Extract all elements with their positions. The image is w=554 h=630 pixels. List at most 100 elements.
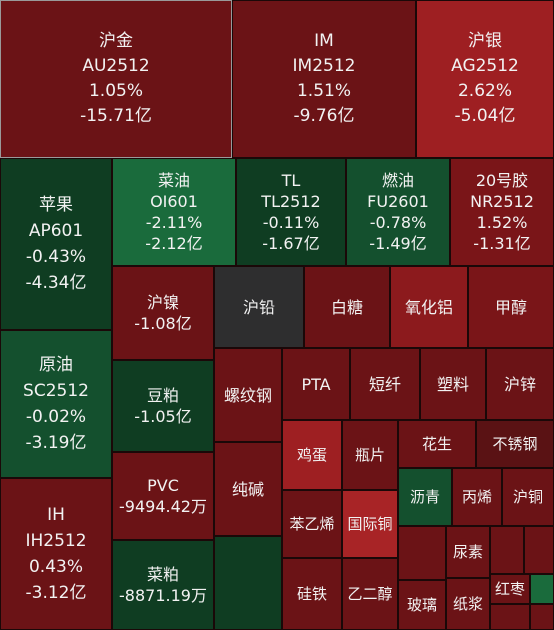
tile-name: 沪锌	[503, 374, 536, 394]
tile-ag[interactable]: 沪银 AG2512 2.62% -5.04亿	[416, 0, 554, 158]
tile-code: OI601	[150, 192, 198, 211]
tile-name: 国际铜	[347, 515, 393, 533]
tile-change: 1.05%	[88, 81, 143, 101]
tile-code: IM2512	[292, 56, 356, 76]
tile-name: 豆粕	[146, 386, 179, 405]
tile-al2o3[interactable]: 氧化铝	[390, 266, 468, 348]
tile-blank5[interactable]	[490, 604, 530, 630]
tile-flow: -1.49亿	[369, 234, 427, 253]
tile-change: -0.02%	[25, 407, 87, 427]
tile-sa[interactable]: 纯碱	[214, 442, 282, 536]
tile-code: AG2512	[451, 56, 519, 76]
tile-name: 纯碱	[231, 479, 264, 499]
tile-pta[interactable]: PTA	[282, 348, 350, 420]
tile-name: 不锈钢	[492, 435, 538, 453]
tile-name: 鸡蛋	[296, 446, 327, 464]
tile-name: 短纤	[368, 374, 401, 394]
tile-rm[interactable]: 菜粕 -8871.19万	[112, 540, 214, 630]
tile-blank4[interactable]	[530, 574, 554, 604]
tile-blank3[interactable]	[524, 526, 554, 574]
tile-cj[interactable]: 红枣	[490, 574, 530, 604]
tile-bc[interactable]: 国际铜	[342, 490, 398, 558]
tile-name: IH	[47, 505, 65, 525]
tile-name: 沪镍	[146, 293, 179, 312]
tile-tl[interactable]: TL TL2512 -0.11% -1.67亿	[236, 158, 346, 266]
tile-flow: -1.67亿	[262, 234, 320, 253]
tile-pf[interactable]: 瓶片	[342, 420, 398, 490]
tile-name: PVC	[147, 476, 179, 495]
tile-change: -0.11%	[262, 213, 320, 232]
tile-name: 白糖	[330, 297, 363, 317]
tile-m[interactable]: 豆粕 -1.05亿	[112, 360, 214, 452]
tile-blank2[interactable]	[490, 526, 524, 574]
tile-blank6[interactable]	[530, 604, 554, 630]
tile-jd[interactable]: 鸡蛋	[282, 420, 342, 490]
tile-name: 塑料	[436, 374, 469, 394]
tile-eg[interactable]: 乙二醇	[342, 558, 398, 630]
tile-change: -0.78%	[369, 213, 427, 232]
tile-name: IM	[314, 31, 334, 51]
tile-code: TL2512	[261, 192, 321, 211]
tile-change: 0.43%	[28, 557, 83, 577]
tile-cu[interactable]: 沪铜	[502, 468, 554, 526]
tile-oi[interactable]: 菜油 OI601 -2.11% -2.12亿	[112, 158, 236, 266]
tile-name: 乙二醇	[347, 585, 393, 603]
tile-ap[interactable]: 苹果 AP601 -0.43% -4.34亿	[0, 158, 112, 330]
tile-name: 瓶片	[354, 446, 385, 464]
tile-name: 甲醇	[494, 297, 527, 317]
tile-sp[interactable]: 纸浆	[446, 578, 490, 630]
tile-zn[interactable]: 沪锌	[486, 348, 554, 420]
tile-si[interactable]: 硅铁	[282, 558, 342, 630]
tile-name: TL	[281, 171, 301, 190]
tile-flow: -1.08亿	[134, 314, 192, 333]
tile-sc[interactable]: 原油 SC2512 -0.02% -3.19亿	[0, 330, 112, 478]
tile-change: -0.43%	[25, 247, 87, 267]
tile-code: IH2512	[25, 531, 87, 551]
tile-ma[interactable]: 甲醇	[468, 266, 554, 348]
tile-ih[interactable]: IH IH2512 0.43% -3.12亿	[0, 478, 112, 630]
tile-flow: -1.31亿	[473, 234, 531, 253]
tile-ur[interactable]: 尿素	[446, 526, 490, 578]
tile-flow: -3.19亿	[25, 433, 87, 453]
tile-fg[interactable]: 玻璃	[398, 580, 446, 630]
tile-change: 1.51%	[296, 81, 351, 101]
tile-pk[interactable]: 花生	[398, 420, 476, 468]
tile-name: 苯乙烯	[289, 515, 335, 533]
tile-name: 硅铁	[296, 585, 327, 603]
tile-pp[interactable]: 丙烯	[452, 468, 502, 526]
tile-name: 氧化铝	[404, 297, 453, 317]
tile-blank-green[interactable]	[214, 536, 282, 630]
tile-name: 沪铜	[512, 488, 543, 506]
tile-change: -2.11%	[145, 213, 203, 232]
tile-name: 沪银	[468, 31, 502, 51]
tile-flow: -4.34亿	[25, 273, 87, 293]
tile-fu[interactable]: 燃油 FU2601 -0.78% -1.49亿	[346, 158, 450, 266]
tile-code: AP601	[28, 221, 84, 241]
tile-flow: -9494.42万	[119, 497, 207, 516]
tile-im[interactable]: IM IM2512 1.51% -9.76亿	[232, 0, 416, 158]
tile-name: 红枣	[494, 580, 525, 598]
tile-flow: -15.71亿	[80, 106, 152, 126]
tile-sr[interactable]: 白糖	[304, 266, 390, 348]
tile-eb[interactable]: 苯乙烯	[282, 490, 342, 558]
tile-name: 沪铅	[242, 297, 275, 317]
tile-au[interactable]: 沪金 AU2512 1.05% -15.71亿	[0, 0, 232, 158]
tile-bu[interactable]: 沥青	[398, 468, 452, 526]
tile-name: 沪金	[99, 31, 133, 51]
tile-pvc[interactable]: PVC -9494.42万	[112, 452, 214, 540]
tile-nr[interactable]: 20号胶 NR2512 1.52% -1.31亿	[450, 158, 554, 266]
tile-sf[interactable]: 短纤	[350, 348, 420, 420]
tile-name: 沥青	[409, 488, 440, 506]
tile-change: 1.52%	[476, 213, 528, 232]
tile-name: 玻璃	[406, 596, 437, 614]
tile-ni[interactable]: 沪镍 -1.08亿	[112, 266, 214, 360]
tile-blank1[interactable]	[398, 526, 446, 580]
tile-name: 花生	[421, 435, 452, 453]
tile-flow: -8871.19万	[119, 586, 207, 605]
tile-ss[interactable]: 不锈钢	[476, 420, 554, 468]
tile-l[interactable]: 塑料	[420, 348, 486, 420]
tile-rb[interactable]: 螺纹钢	[214, 348, 282, 442]
tile-name: 菜粕	[146, 565, 179, 584]
tile-pb[interactable]: 沪铅	[214, 266, 304, 348]
